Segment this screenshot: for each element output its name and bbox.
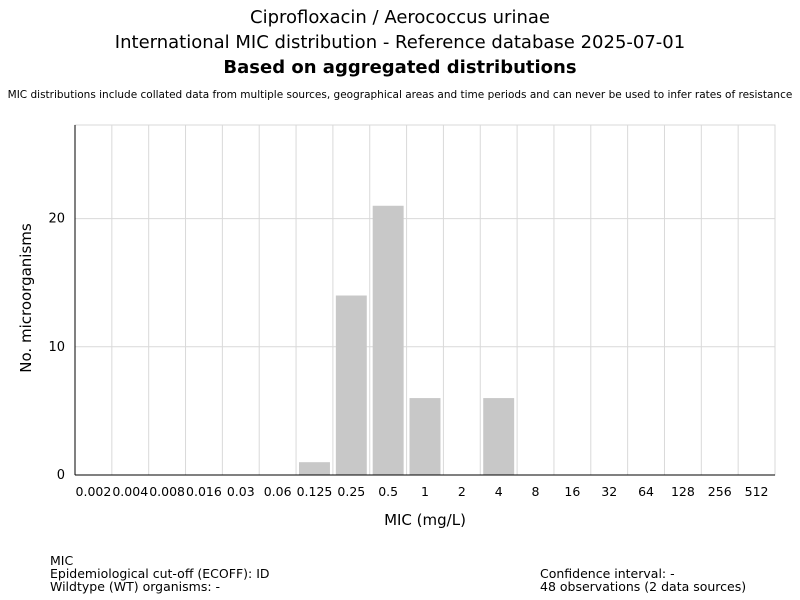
y-tick-label: 0: [57, 468, 65, 483]
footer-right: Confidence interval: - 48 observations (…: [540, 567, 746, 593]
x-tick-label: 16: [564, 484, 580, 499]
x-tick-label: 32: [601, 484, 617, 499]
x-tick-label: 128: [671, 484, 695, 499]
chart-title-line3: Based on aggregated distributions: [223, 57, 577, 78]
bar-0.25: [335, 295, 367, 475]
x-tick-label: 4: [495, 484, 503, 499]
x-tick-label: 0.016: [186, 484, 222, 499]
x-axis-title: MIC (mg/L): [384, 511, 466, 529]
x-tick-label: 64: [638, 484, 654, 499]
bar-0.5: [372, 205, 404, 475]
y-axis-title: No. microorganisms: [17, 223, 35, 373]
x-tick-label: 0.5: [378, 484, 398, 499]
footer-mic-label: MIC: [50, 553, 74, 568]
y-tick-label: 20: [48, 212, 65, 227]
x-tick-label: 0.004: [112, 484, 148, 499]
footer-observations: 48 observations (2 data sources): [540, 579, 747, 594]
x-tick-label: 0.25: [337, 484, 365, 499]
footer-ecoff: Epidemiological cut-off (ECOFF): ID: [50, 566, 270, 581]
chart-title-line2: International MIC distribution - Referen…: [114, 32, 686, 53]
x-tick-label: 0.008: [149, 484, 185, 499]
x-tick-label: 0.03: [227, 484, 255, 499]
footer-confidence-interval: Confidence interval: -: [540, 566, 675, 581]
x-tick-label: 2: [458, 484, 466, 499]
bar-4: [483, 398, 515, 475]
x-tick-label: 512: [745, 484, 769, 499]
footer-wildtype: Wildtype (WT) organisms: -: [50, 579, 221, 594]
chart-title-line1: Ciprofloxacin / Aerococcus urinae: [250, 7, 550, 28]
y-tick-label: 10: [48, 340, 65, 355]
x-tick-label: 256: [708, 484, 732, 499]
bar-0.125: [299, 462, 330, 475]
bar-1: [409, 398, 441, 475]
x-tick-label: 1: [421, 484, 429, 499]
x-tick-label: 0.002: [76, 484, 112, 499]
mic-bar-chart: 0 10 20 0.002 0.004 0.008 0.016 0.03 0.06 0.125 0.…: [17, 124, 776, 529]
x-tick-label: 0.06: [264, 484, 292, 499]
x-tick-label: 0.125: [297, 484, 333, 499]
footer-left: MIC Epidemiological cut-off (ECOFF): ID …: [50, 554, 270, 593]
chart-subtitle: MIC distributions include collated data …: [7, 89, 793, 101]
x-tick-label: 8: [532, 484, 540, 499]
